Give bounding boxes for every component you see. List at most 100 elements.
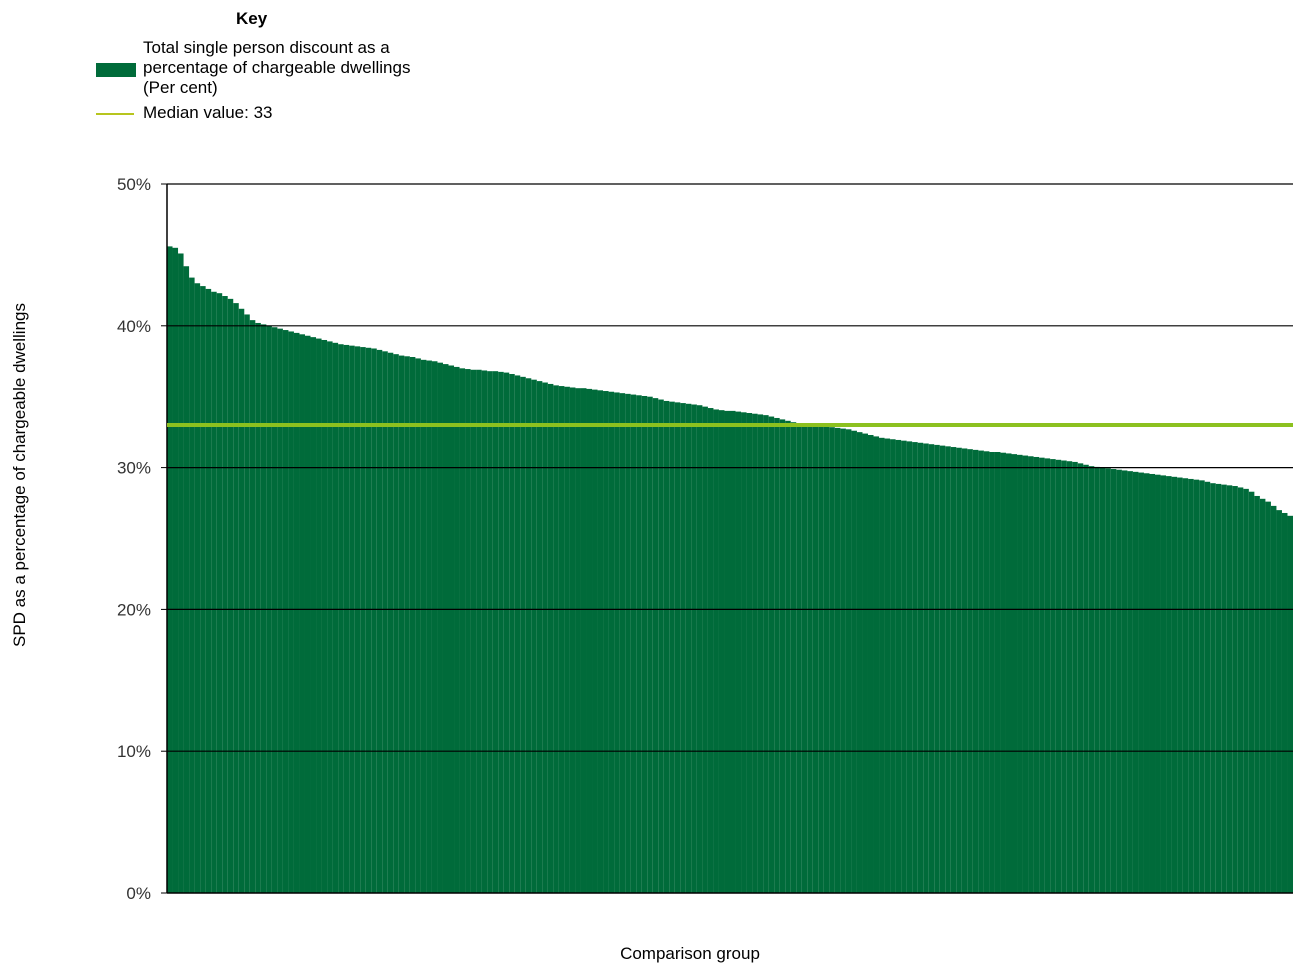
bar	[1094, 466, 1100, 893]
bar	[1005, 453, 1012, 893]
bar	[763, 415, 769, 893]
bar	[1033, 456, 1040, 893]
bar	[774, 417, 780, 893]
bar	[950, 447, 957, 893]
bar	[332, 342, 339, 893]
bar	[211, 291, 217, 893]
bar	[702, 406, 708, 893]
bar	[470, 369, 477, 893]
bar	[531, 379, 537, 893]
bar	[393, 354, 399, 893]
bar	[674, 402, 681, 893]
bar	[923, 443, 929, 893]
legend-median-swatch	[96, 113, 134, 115]
bar	[194, 283, 201, 893]
bar	[663, 400, 670, 893]
bar	[801, 424, 808, 893]
bar	[1243, 488, 1249, 893]
bars-group	[167, 246, 1293, 894]
bar	[862, 433, 868, 893]
bar	[487, 371, 493, 893]
bar	[730, 410, 736, 893]
bar	[840, 428, 846, 893]
bar	[647, 396, 653, 893]
bar	[1237, 487, 1244, 893]
bar	[1022, 455, 1029, 893]
bar	[227, 298, 234, 893]
bar	[547, 383, 554, 893]
bar	[1105, 468, 1111, 893]
bar	[514, 375, 521, 893]
legend-median-label: Median value: 33	[143, 103, 273, 122]
bar	[387, 352, 394, 893]
bar	[724, 410, 730, 893]
bar	[934, 444, 940, 893]
bar	[426, 360, 432, 893]
bar	[851, 430, 857, 893]
bar	[956, 447, 962, 893]
bar	[746, 413, 753, 893]
bar	[520, 376, 526, 894]
bar	[1083, 464, 1089, 893]
bar	[293, 332, 300, 893]
bar	[282, 330, 289, 893]
bar	[1066, 461, 1073, 893]
bar	[1155, 474, 1161, 893]
bar	[691, 404, 697, 893]
bar	[1132, 471, 1139, 893]
bar	[790, 422, 797, 893]
bar	[244, 314, 250, 894]
y-tick-label: 10%	[117, 742, 151, 761]
bar	[1039, 457, 1045, 893]
bar	[1055, 459, 1062, 893]
bar	[542, 382, 548, 893]
bar	[1215, 483, 1222, 893]
bar	[867, 434, 874, 893]
y-tick-label: 0%	[126, 884, 151, 903]
bar	[376, 349, 383, 893]
bar	[603, 391, 609, 893]
bar	[233, 303, 239, 893]
bar	[685, 403, 692, 893]
bar	[338, 344, 344, 894]
bar	[796, 423, 802, 893]
bar	[890, 439, 896, 893]
bar	[680, 403, 686, 893]
bar	[1226, 485, 1233, 893]
bar	[354, 346, 361, 893]
bar	[498, 371, 504, 893]
bar	[415, 358, 421, 893]
bar	[669, 401, 675, 893]
bar	[1077, 463, 1084, 893]
bar	[945, 446, 951, 893]
bar	[1270, 505, 1277, 893]
bar	[564, 386, 570, 893]
bar	[812, 425, 819, 893]
bar	[1204, 481, 1211, 893]
legend-title: Key	[236, 9, 268, 28]
bar	[1210, 483, 1216, 893]
gridlines	[167, 183, 1293, 752]
bar	[476, 369, 482, 893]
bar	[327, 341, 333, 893]
bar	[431, 361, 438, 893]
bar	[503, 372, 510, 894]
bar	[459, 368, 466, 894]
bar	[619, 393, 626, 893]
y-axis-label: SPD as a percentage of chargeable dwelli…	[10, 303, 29, 647]
bar	[625, 393, 631, 893]
bar	[167, 246, 173, 893]
bar	[316, 338, 322, 893]
bar	[757, 414, 764, 893]
y-tick-label: 50%	[117, 175, 151, 194]
bar	[492, 371, 499, 893]
bar	[1281, 512, 1288, 893]
bar	[967, 449, 973, 893]
legend-bar-swatch	[96, 63, 136, 77]
bar	[1221, 484, 1227, 893]
bar	[1188, 478, 1194, 893]
y-tick-label: 40%	[117, 317, 151, 336]
bar	[961, 448, 968, 893]
bar	[845, 429, 852, 893]
bar	[1149, 473, 1156, 893]
